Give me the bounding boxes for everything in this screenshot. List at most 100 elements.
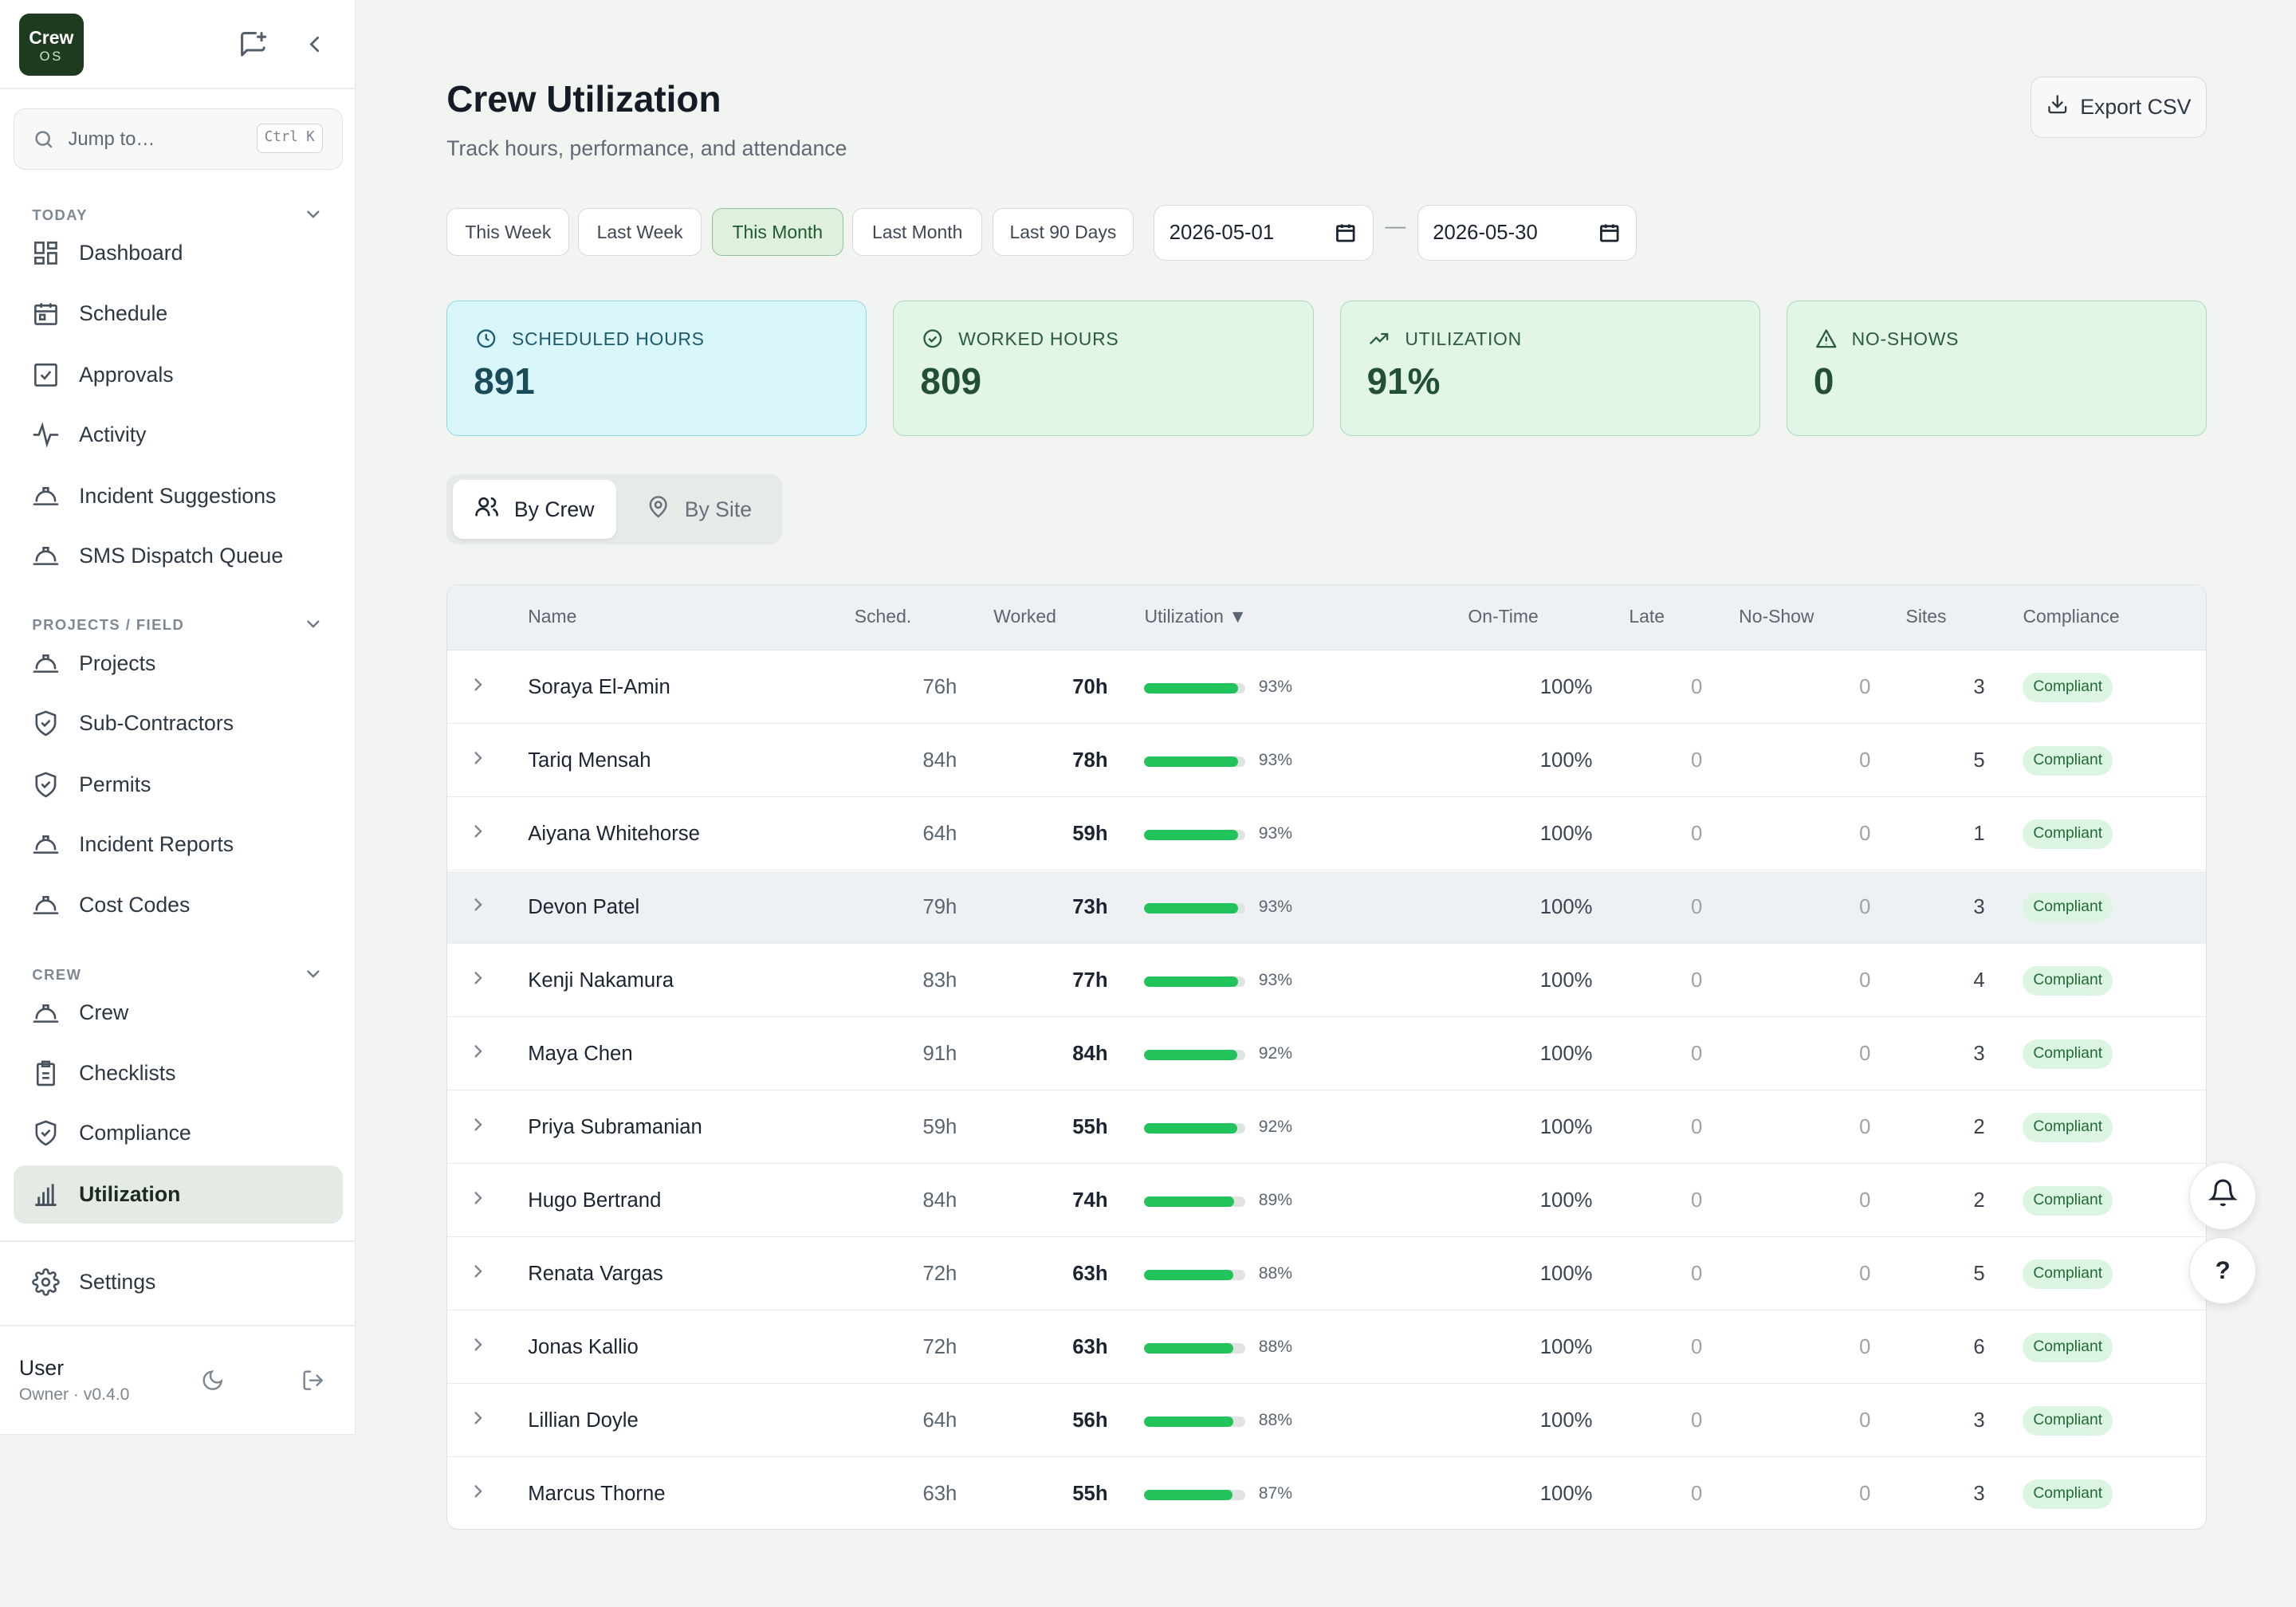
range-this-week-button[interactable]: This Week [446,207,570,257]
end-date-input[interactable]: 2026-05-30 [1417,205,1637,261]
stat-label: WORKED HOURS [958,328,1119,350]
chevron-down-icon[interactable] [303,203,324,230]
compliance-badge: Compliant [2023,673,2113,702]
sidebar-item-incident-suggestions[interactable]: Incident Suggestions [14,467,343,525]
scheduled-hours: 59h [922,1115,957,1138]
on-time-rate: 100% [1539,1262,1593,1285]
crew-name: Kenji Nakamura [528,969,674,992]
sidebar-item-incident-reports[interactable]: Incident Reports [14,815,343,874]
export-csv-button[interactable]: Export CSV [2031,76,2207,138]
moon-icon[interactable] [201,1369,224,1398]
chevron-right-icon[interactable] [468,1408,489,1434]
sidebar-item-activity[interactable]: Activity [14,406,343,464]
calendar-icon[interactable] [1335,222,1357,249]
chevron-right-icon[interactable] [468,1481,489,1507]
start-date-input[interactable]: 2026-05-01 [1154,205,1374,261]
app-logo[interactable]: Crew OS [18,13,84,77]
col-noshow[interactable]: No-Show [1739,605,1814,627]
chevron-right-icon[interactable] [468,1114,489,1141]
utilization-bar [1144,829,1246,840]
feedback-icon[interactable] [238,29,268,65]
range-this-month-button[interactable]: This Month [711,207,843,257]
late-count: 0 [1690,1482,1703,1505]
user-role: Owner · v0.4.0 [18,1385,130,1404]
sidebar-item-approvals[interactable]: Approvals [14,345,343,403]
utilization-bar-fill [1144,829,1239,840]
shield-icon [32,771,60,799]
table-row[interactable]: Hugo Bertrand 84h 74h 89% 100% 0 0 2 Com… [447,1165,2206,1238]
chevron-right-icon[interactable] [468,1334,489,1361]
chevron-right-icon[interactable] [468,968,489,994]
col-sites[interactable]: Sites [1905,605,1947,627]
scheduled-hours: 72h [922,1335,957,1358]
col-name[interactable]: Name [528,605,577,627]
chevron-right-icon[interactable] [468,1041,489,1067]
sidebar-item-sub-contractors[interactable]: Sub-Contractors [14,694,343,752]
table-row[interactable]: Aiyana Whitehorse 64h 59h 93% 100% 0 0 1… [447,798,2206,871]
sidebar-item-schedule[interactable]: Schedule [14,284,343,342]
col-sched[interactable]: Sched. [854,605,912,627]
table-row[interactable]: Maya Chen 91h 84h 92% 100% 0 0 3 Complia… [447,1018,2206,1091]
chevron-down-icon[interactable] [303,964,324,991]
collapse-sidebar-icon[interactable] [301,31,328,64]
stat-value: 0 [1813,360,1834,402]
sidebar-item-sms-dispatch-queue[interactable]: SMS Dispatch Queue [14,527,343,585]
sites-count: 3 [1973,895,1985,918]
sidebar-item-label: Approvals [79,362,174,387]
sidebar-item-dashboard[interactable]: Dashboard [14,224,343,282]
col-ontime[interactable]: On-Time [1468,605,1539,627]
chevron-right-icon[interactable] [468,894,489,921]
on-time-rate: 100% [1539,1042,1593,1065]
users-icon [474,494,514,525]
logout-icon[interactable] [301,1369,324,1398]
sidebar-item-projects[interactable]: Projects [14,634,343,692]
chevron-right-icon[interactable] [468,1261,489,1287]
table-row[interactable]: Lillian Doyle 64h 56h 88% 100% 0 0 3 Com… [447,1385,2206,1458]
late-count: 0 [1690,895,1703,918]
sidebar-item-permits[interactable]: Permits [14,756,343,814]
range-last-month-button[interactable]: Last Month [851,207,983,257]
calendar-icon[interactable] [1598,222,1621,249]
sidebar-item-compliance[interactable]: Compliance [14,1104,343,1162]
range-last-90-days-button[interactable]: Last 90 Days [993,207,1134,257]
shield-icon [32,709,60,737]
late-count: 0 [1690,1115,1703,1138]
table-row[interactable]: Tariq Mensah 84h 78h 93% 100% 0 0 5 Comp… [447,724,2206,798]
table-row[interactable]: Jonas Kallio 72h 63h 88% 100% 0 0 6 Comp… [447,1311,2206,1385]
utilization-bar-fill [1144,1490,1233,1500]
range-last-week-button[interactable]: Last Week [578,207,702,257]
sidebar: Crew OS Jump to… Ctrl K TODAY Dashboard Sch… [0,0,356,1435]
notifications-button[interactable] [2188,1162,2257,1230]
chevron-right-icon[interactable] [468,748,489,774]
col-utilization[interactable]: Utilization ▼ [1144,605,1247,627]
scheduled-hours: 79h [922,895,957,918]
table-row[interactable]: Kenji Nakamura 83h 77h 93% 100% 0 0 4 Co… [447,945,2206,1018]
utilization-bar-fill [1144,1343,1233,1354]
chevron-right-icon[interactable] [468,821,489,847]
table-row[interactable]: Marcus Thorne 63h 55h 87% 100% 0 0 3 Com… [447,1458,2206,1530]
compliance-badge: Compliant [2023,966,2113,996]
col-compliance[interactable]: Compliance [2023,605,2120,627]
utilization-percent: 88% [1258,1410,1292,1429]
sidebar-item-crew[interactable]: Crew [14,984,343,1042]
table-row[interactable]: Devon Patel 79h 73h 93% 100% 0 0 3 Compl… [447,870,2206,945]
compliance-badge: Compliant [2023,893,2113,922]
tab-by-site[interactable]: By Site [623,480,776,538]
sidebar-item-label: Activity [79,422,147,446]
tab-by-crew[interactable]: By Crew [452,480,617,539]
sidebar-item-utilization[interactable]: Utilization [13,1165,343,1224]
table-row[interactable]: Renata Vargas 72h 63h 88% 100% 0 0 5 Com… [447,1238,2206,1311]
chevron-right-icon[interactable] [468,674,489,701]
sidebar-item-checklists[interactable]: Checklists [14,1044,343,1102]
chevron-right-icon[interactable] [468,1188,489,1214]
col-late[interactable]: Late [1629,605,1665,627]
col-worked[interactable]: Worked [993,605,1056,627]
table-row[interactable]: Soraya El-Amin 76h 70h 93% 100% 0 0 3 Co… [447,650,2206,725]
sidebar-item-cost-codes[interactable]: Cost Codes [14,875,343,933]
search-input[interactable]: Jump to… Ctrl K [13,108,343,171]
sidebar-item-settings[interactable]: Settings [14,1253,343,1311]
on-time-rate: 100% [1539,675,1593,698]
chevron-down-icon[interactable] [303,614,324,641]
table-row[interactable]: Priya Subramanian 59h 55h 92% 100% 0 0 2… [447,1091,2206,1165]
help-button[interactable]: ? [2188,1237,2257,1305]
